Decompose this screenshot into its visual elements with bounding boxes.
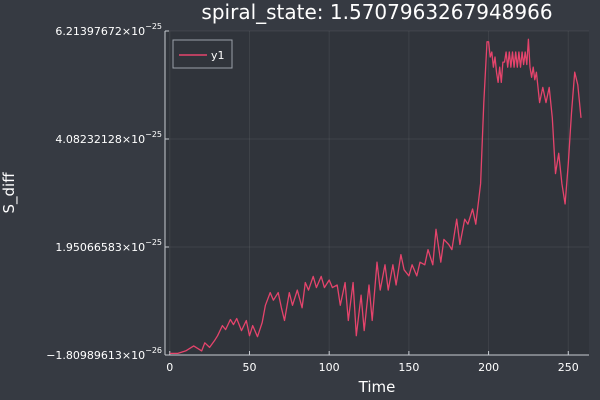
x-tick-label-4: 200 <box>478 361 499 374</box>
y-tick-label-1: 1.95066583×10−25 <box>55 238 162 254</box>
x-tick-label-1: 50 <box>242 361 256 374</box>
legend-box <box>172 39 233 69</box>
x-tick-label-3: 150 <box>398 361 419 374</box>
x-tick-label-0: 0 <box>166 361 173 374</box>
x-tick-label-5: 250 <box>558 361 579 374</box>
plot-area <box>165 31 589 355</box>
y-tick-label-2: 4.08232128×10−25 <box>55 130 162 146</box>
x-tick-label-2: 100 <box>319 361 340 374</box>
legend-label-y1: y1 <box>211 49 225 62</box>
series-line-y1 <box>169 38 582 355</box>
y-tick-label-3: 6.21397672×10−25 <box>55 22 162 38</box>
axes <box>164 31 589 356</box>
x-axis-ticks: 0 50 100 150 200 250 <box>166 351 579 374</box>
series-layer <box>169 38 582 355</box>
y-axis-label: S_diff <box>0 172 19 214</box>
y-tick-label-0: −1.80989613×10−26 <box>46 346 162 362</box>
x-axis-label: Time <box>358 378 396 396</box>
chart-title: spiral_state: 1.5707963267948966 <box>201 0 552 24</box>
legend: y1 <box>172 39 233 69</box>
y-axis-ticks: −1.80989613×10−26 1.95066583×10−25 4.08232… <box>46 22 169 362</box>
